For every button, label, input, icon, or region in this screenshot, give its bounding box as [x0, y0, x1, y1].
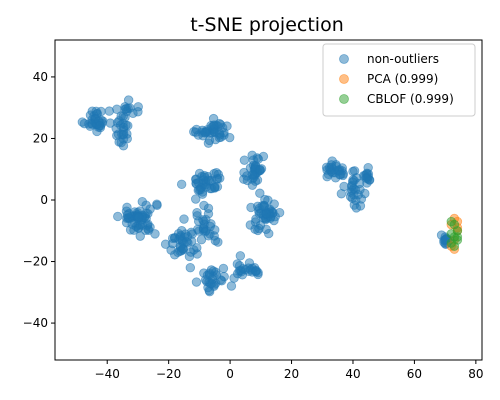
y-axis-ticks: −40 −20 0 20 40: [23, 70, 55, 330]
data-point: [113, 211, 123, 222]
data-point: [253, 225, 263, 236]
x-tick-label: 40: [345, 367, 360, 381]
legend-marker: [339, 74, 349, 84]
data-point: [274, 207, 285, 218]
data-point: [184, 251, 195, 262]
legend-label: non-outliers: [367, 52, 439, 66]
data-point: [216, 276, 227, 286]
x-tick-label: 0: [226, 367, 234, 381]
data-point: [194, 185, 204, 195]
data-point: [360, 188, 370, 199]
data-point: [122, 210, 133, 220]
series-0: [77, 95, 455, 297]
data-point: [179, 214, 189, 224]
data-point: [204, 135, 215, 146]
data-point: [349, 166, 360, 176]
y-tick-label: −40: [23, 316, 48, 330]
data-point: [204, 270, 215, 280]
x-tick-label: 80: [468, 367, 483, 381]
data-point: [218, 263, 229, 274]
x-axis-ticks: −40 −20 0 20 40 60 80: [95, 360, 483, 381]
data-point: [226, 281, 237, 291]
data-point: [198, 215, 208, 225]
data-point: [196, 234, 207, 245]
data-point: [203, 175, 214, 185]
data-point: [112, 104, 122, 114]
data-point: [128, 108, 138, 118]
data-point: [203, 203, 214, 214]
data-point: [137, 220, 148, 230]
data-point: [335, 169, 346, 180]
data-point: [134, 212, 144, 222]
data-point: [336, 189, 347, 199]
legend-marker: [339, 54, 349, 64]
data-point: [176, 179, 187, 190]
data-point: [255, 188, 265, 198]
legend-box: [322, 43, 476, 117]
data-point: [198, 131, 208, 141]
legend-label: PCA (0.999): [367, 72, 438, 86]
data-point: [261, 208, 271, 219]
data-point: [251, 267, 261, 277]
data-point: [261, 224, 271, 234]
data-point: [347, 177, 358, 187]
data-point: [192, 243, 202, 253]
y-tick-label: −20: [23, 255, 48, 269]
x-tick-label: −40: [95, 367, 120, 381]
data-point: [150, 229, 160, 239]
data-point: [235, 251, 246, 261]
x-tick-label: −20: [156, 367, 181, 381]
data-point: [200, 226, 211, 237]
series-2: [446, 216, 463, 251]
data-point: [182, 237, 192, 247]
y-tick-label: 20: [33, 131, 48, 145]
data-point: [118, 129, 129, 139]
y-tick-label: 40: [33, 70, 48, 84]
plot-points: [77, 95, 463, 297]
data-point: [449, 241, 460, 251]
data-point: [185, 262, 196, 273]
data-point: [244, 258, 255, 268]
data-point: [94, 120, 105, 131]
y-tick-label: 0: [40, 193, 48, 207]
data-point: [116, 137, 126, 148]
data-point: [180, 229, 191, 239]
data-point: [361, 173, 371, 183]
data-point: [345, 191, 356, 202]
data-point: [234, 261, 245, 271]
data-point: [141, 200, 151, 210]
data-point: [191, 194, 201, 204]
data-point: [210, 235, 221, 246]
data-point: [167, 233, 178, 243]
data-point: [253, 154, 264, 164]
data-point: [255, 164, 265, 175]
data-point: [331, 161, 341, 172]
data-point: [355, 201, 366, 211]
data-point: [191, 277, 202, 287]
legend-marker: [339, 94, 349, 104]
data-point: [123, 121, 133, 131]
data-point: [239, 155, 250, 165]
data-point: [127, 219, 137, 229]
legend: non-outliers PCA (0.999) CBLOF (0.999): [322, 43, 476, 117]
data-point: [242, 171, 252, 181]
data-point: [77, 117, 88, 127]
data-point: [152, 200, 162, 210]
data-point: [191, 127, 201, 137]
chart-title: t-SNE projection: [190, 14, 344, 36]
x-tick-label: 20: [284, 367, 299, 381]
data-point: [452, 232, 463, 242]
x-tick-label: 60: [407, 367, 422, 381]
legend-label: CBLOF (0.999): [367, 92, 454, 106]
data-point: [120, 104, 130, 114]
data-point: [215, 173, 225, 183]
data-point: [178, 245, 188, 255]
data-point: [210, 127, 220, 138]
